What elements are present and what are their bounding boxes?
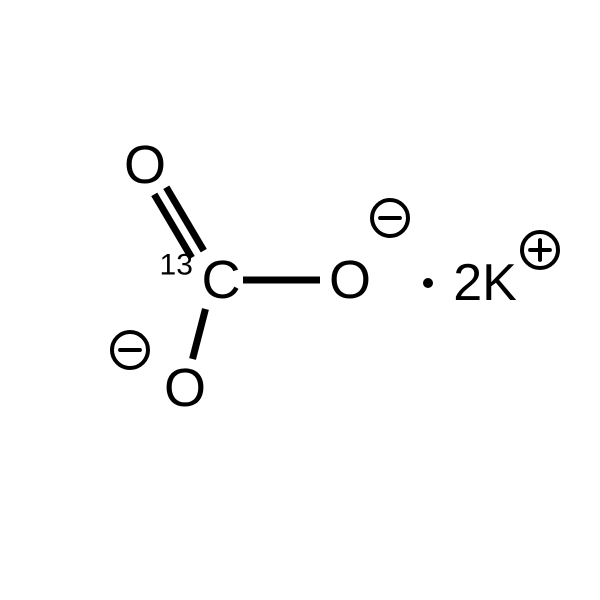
chemical-structure-diagram: C 13 O O O 2K [0,0,600,600]
counterion-label: 2K [453,254,517,312]
atom-label-O3: O [164,358,206,418]
bond [193,309,206,359]
counterion-dot [423,278,433,288]
atom-label-O1: O [124,135,166,195]
atom-label-O2: O [329,250,371,310]
isotope-label: 13 [160,248,193,281]
atom-label-C: C [202,250,241,310]
